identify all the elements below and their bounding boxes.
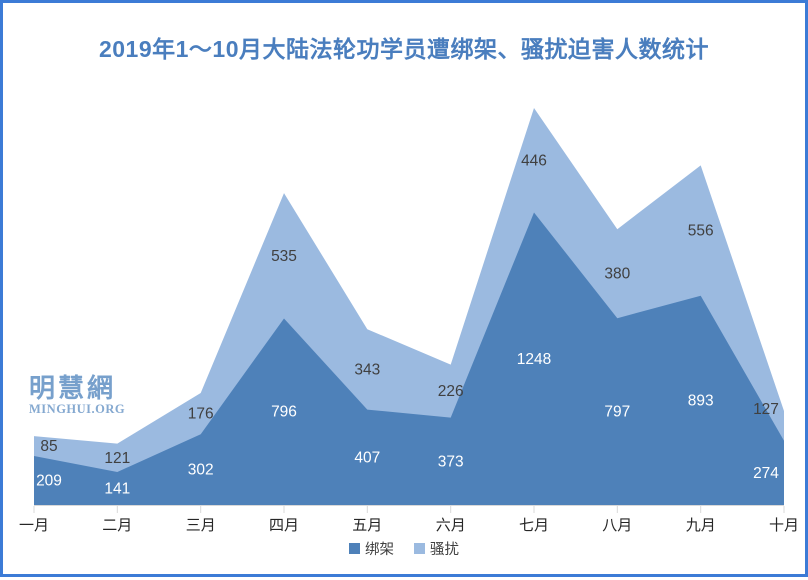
data-label-kidnap: 796 [271, 404, 297, 421]
minghui-watermark: 明慧網 MINGHUI.ORG [29, 373, 126, 417]
chart-legend: 绑架 骚扰 [3, 538, 805, 558]
data-label-kidnap: 209 [36, 473, 62, 490]
legend-swatch-kidnap-icon [349, 542, 360, 554]
legend-swatch-harass-icon [414, 542, 425, 554]
x-axis-label: 八月 [602, 517, 632, 534]
legend-label-kidnap: 绑架 [365, 541, 394, 558]
x-axis-label: 二月 [102, 517, 132, 534]
stacked-area-chart: 一月 二月 三月 四月 五月 六月 七月 八月 九月 十月 209 141 302 796 407 373 12… [19, 108, 799, 534]
x-axis-label: 四月 [269, 517, 299, 534]
data-label-harass: 127 [753, 401, 779, 418]
x-axis-label: 一月 [19, 517, 49, 534]
data-label-kidnap: 893 [688, 392, 714, 409]
data-label-harass: 446 [521, 152, 547, 169]
legend-item-kidnap: 绑架 [349, 538, 394, 559]
x-axis-label: 十月 [769, 517, 799, 534]
data-label-harass: 121 [104, 450, 130, 467]
data-label-harass: 85 [40, 438, 57, 455]
data-label-kidnap: 1248 [517, 351, 551, 368]
data-label-harass: 226 [438, 383, 464, 400]
legend-label-harass: 骚扰 [430, 541, 459, 558]
x-axis-label: 六月 [436, 517, 466, 534]
x-axis-label: 九月 [686, 517, 716, 534]
data-label-harass: 380 [604, 266, 630, 283]
data-label-harass: 176 [188, 406, 214, 423]
data-label-kidnap: 141 [104, 481, 130, 498]
x-axis-label: 三月 [186, 517, 216, 534]
area-kidnap [34, 212, 784, 505]
data-label-kidnap: 373 [438, 453, 464, 470]
minghui-logo-latin: MINGHUI.ORG [29, 402, 126, 417]
data-label-harass: 535 [271, 248, 297, 265]
x-axis-label: 五月 [352, 517, 382, 534]
chart-title: 2019年1～10月大陆法轮功学员遭绑架、骚扰迫害人数统计 [98, 36, 710, 62]
x-axis-label: 七月 [519, 517, 549, 534]
data-label-kidnap: 797 [604, 404, 630, 421]
data-label-kidnap: 302 [188, 462, 214, 479]
data-label-kidnap: 274 [753, 465, 779, 482]
legend-item-harass: 骚扰 [414, 538, 459, 559]
minghui-logo-cjk: 明慧網 [29, 373, 117, 403]
data-label-harass: 556 [688, 223, 714, 240]
data-label-harass: 343 [354, 361, 380, 378]
data-label-kidnap: 407 [354, 449, 380, 466]
